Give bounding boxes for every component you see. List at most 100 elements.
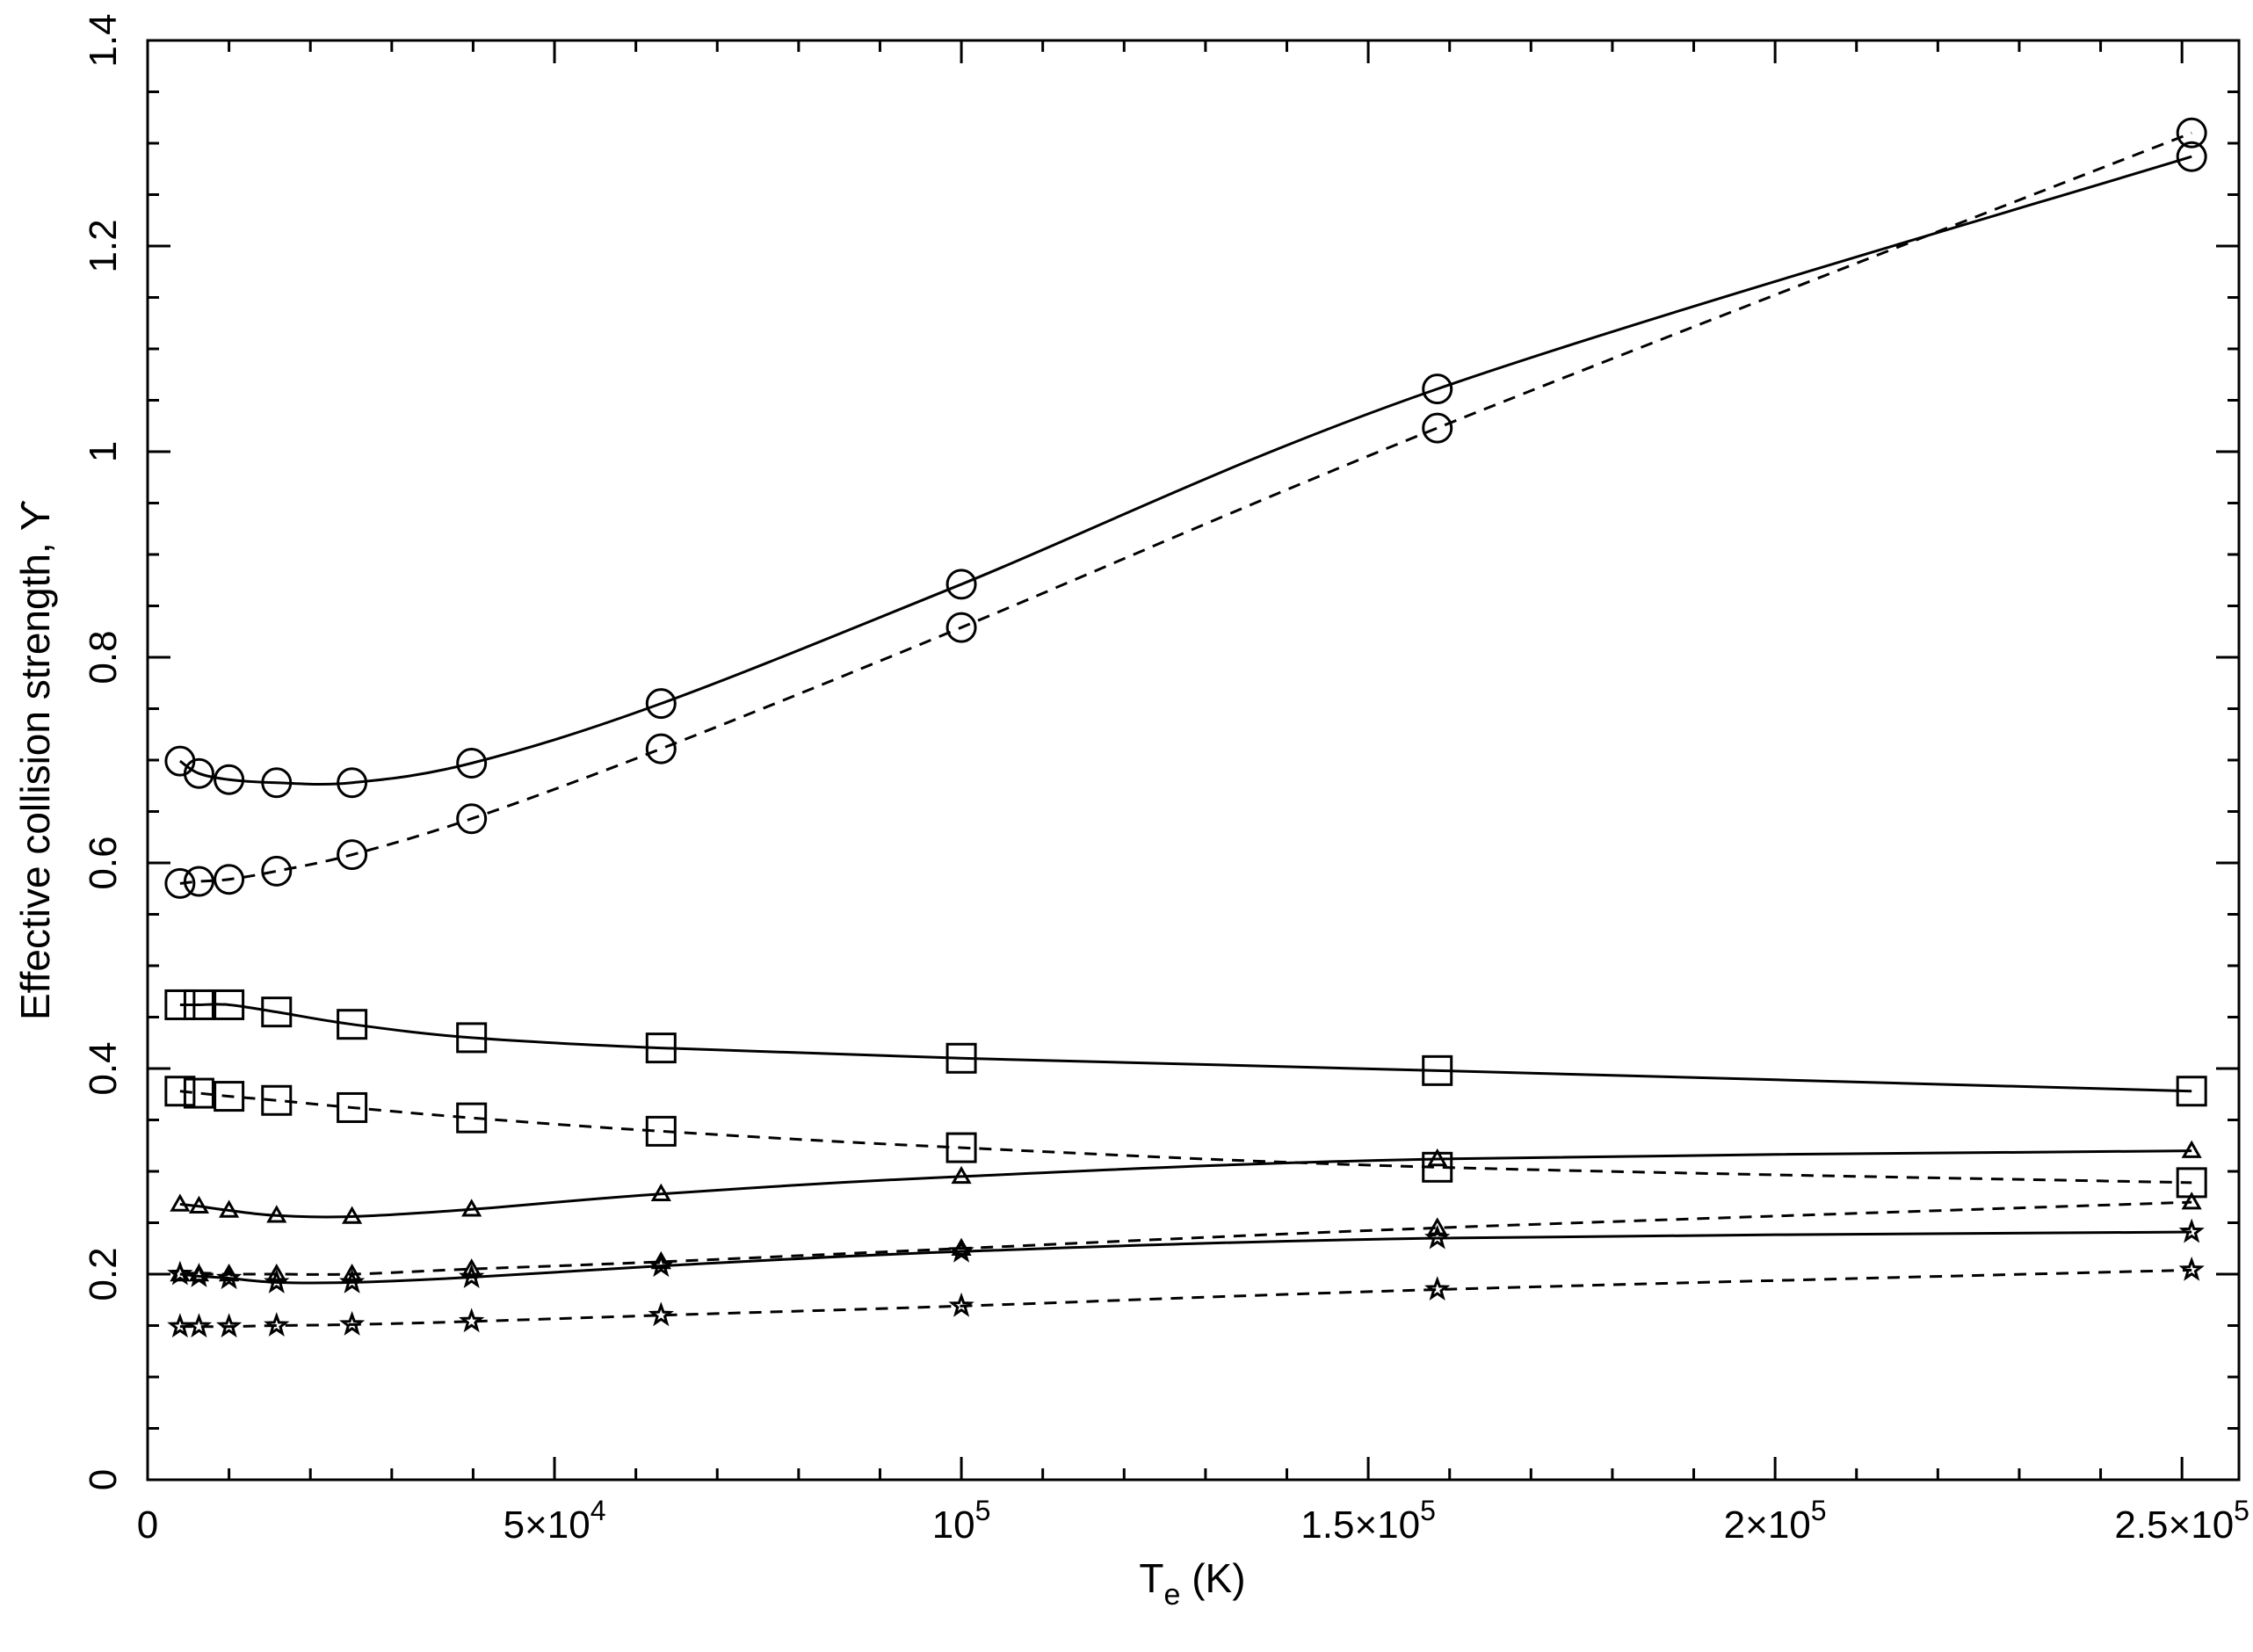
x-axis-ticks: 0 5×104 105 1.5×105 2×105 2.5×105 <box>137 40 2249 1547</box>
series-line-triangle-solid <box>179 1149 2192 1219</box>
star-marker <box>338 1310 366 1336</box>
series-markers-square-solid <box>164 989 2207 1107</box>
y-tick-label: 0.4 <box>82 1041 125 1095</box>
x-tick-label-exponent: 5 <box>1420 1495 1436 1526</box>
series-markers-triangle-solid <box>170 1140 2202 1224</box>
x-axis-title-main: T <box>1139 1555 1163 1601</box>
circle-marker <box>214 764 245 795</box>
x-tick-label: 5×104 <box>503 1495 606 1547</box>
x-tick-label-base: 1.5×10 <box>1300 1503 1420 1547</box>
square-marker <box>337 1009 368 1040</box>
triangle-marker <box>951 1165 972 1185</box>
circle-marker <box>164 867 196 899</box>
circle-marker <box>261 855 293 887</box>
y-axis-title: Effective collision strength, ϒ <box>12 500 58 1020</box>
circle-marker <box>337 839 368 871</box>
square-marker <box>945 1132 977 1163</box>
x-tick-label: 105 <box>932 1495 991 1547</box>
square-marker <box>645 1032 677 1064</box>
series-line-star-solid <box>179 1230 2192 1285</box>
x-tick-label: 0 <box>137 1503 158 1547</box>
y-axis-ticks: 0 0.2 0.4 0.6 0.8 1 1.2 1.4 <box>82 13 2239 1490</box>
star-marker <box>264 1312 290 1337</box>
triangle-marker <box>266 1205 287 1223</box>
x-axis-title: Te (K) <box>1139 1555 1245 1612</box>
square-marker <box>945 1042 977 1074</box>
star-marker <box>264 1268 290 1293</box>
circle-marker <box>2176 141 2207 172</box>
square-marker <box>183 989 214 1020</box>
triangle-marker <box>1427 1217 1448 1235</box>
series-line-star-dashed <box>179 1268 2192 1329</box>
marker-layer <box>164 117 2207 1338</box>
triangle-marker <box>2181 1140 2202 1158</box>
star-marker <box>215 1264 243 1290</box>
x-tick-label: 2.5×105 <box>2114 1495 2249 1547</box>
series-markers-star-dashed <box>167 1256 2205 1338</box>
series-line-square-dashed <box>179 1090 2192 1185</box>
star-marker <box>459 1264 485 1288</box>
y-tick-label: 1.2 <box>82 219 125 272</box>
y-tick-label: 1 <box>82 441 125 462</box>
triangle-marker <box>650 1250 671 1270</box>
triangle-marker <box>342 1206 363 1224</box>
star-marker <box>1424 1276 1451 1301</box>
x-tick-label-base: 0 <box>137 1503 158 1547</box>
star-marker <box>948 1237 974 1263</box>
x-tick-label-base: 5×10 <box>503 1503 590 1547</box>
star-marker <box>2178 1218 2205 1243</box>
circle-marker <box>1422 373 1453 405</box>
circle-marker <box>261 767 293 799</box>
star-marker <box>167 1260 193 1286</box>
x-tick-label-exponent: 5 <box>975 1495 991 1526</box>
triangle-marker <box>219 1199 240 1218</box>
x-tick-label-exponent: 5 <box>1811 1495 1827 1526</box>
triangle-marker <box>219 1263 240 1282</box>
circle-marker <box>645 733 677 764</box>
x-tick-label-exponent: 4 <box>590 1495 606 1526</box>
series-layer <box>179 131 2192 1329</box>
triangle-marker <box>1427 1148 1448 1167</box>
star-marker <box>185 1313 213 1338</box>
circle-marker <box>645 688 677 720</box>
triangle-marker <box>342 1263 363 1282</box>
star-marker <box>215 1313 243 1338</box>
y-tick-label: 1.4 <box>82 13 125 67</box>
x-axis-title-subscript: e <box>1164 1578 1181 1612</box>
y-tick-label: 0 <box>82 1469 125 1490</box>
x-tick-label: 1.5×105 <box>1300 1495 1436 1547</box>
triangle-marker <box>188 1195 210 1214</box>
y-tick-label: 0.8 <box>82 630 125 684</box>
star-marker <box>648 1301 674 1327</box>
triangle-marker <box>650 1183 671 1201</box>
star-marker <box>185 1262 213 1287</box>
star-marker <box>459 1308 485 1333</box>
circle-marker <box>183 866 214 897</box>
circle-marker <box>1422 412 1453 444</box>
triangle-marker <box>170 1193 191 1212</box>
circle-marker <box>214 864 245 895</box>
square-marker <box>645 1115 677 1147</box>
series-markers-square-dashed <box>164 1076 2207 1199</box>
series-line-triangle-dashed <box>179 1200 2192 1276</box>
square-marker <box>164 989 196 1020</box>
circle-marker <box>945 612 977 643</box>
square-marker <box>214 1081 245 1112</box>
series-line-circle-solid <box>179 155 2192 786</box>
triangle-marker <box>2181 1192 2202 1210</box>
triangle-marker <box>461 1258 482 1277</box>
square-marker <box>456 1022 488 1054</box>
square-marker <box>261 1084 293 1116</box>
series-markers-star-solid <box>167 1218 2205 1293</box>
plot-frame <box>146 39 2241 1482</box>
square-marker <box>164 1076 196 1107</box>
square-marker <box>2176 1076 2207 1107</box>
star-marker <box>2178 1256 2205 1281</box>
triangle-marker <box>170 1263 191 1282</box>
square-marker <box>261 996 293 1028</box>
circle-marker <box>456 748 488 779</box>
x-tick-label: 2×105 <box>1724 1495 1827 1547</box>
x-tick-label-base: 10 <box>932 1503 975 1547</box>
star-marker <box>648 1252 674 1278</box>
circle-marker <box>456 803 488 835</box>
